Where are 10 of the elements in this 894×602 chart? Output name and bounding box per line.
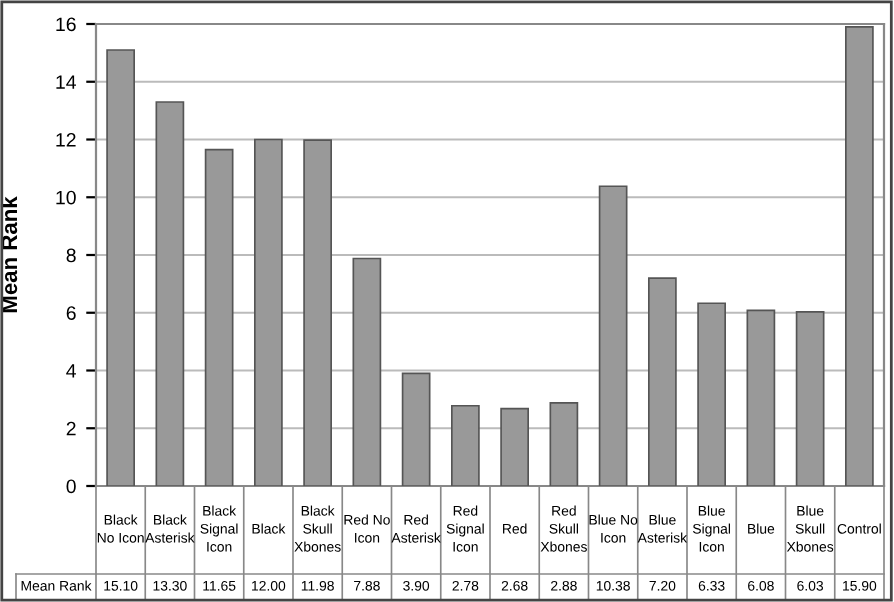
y-tick-label: 12 <box>56 132 76 147</box>
y-tick-label: 10 <box>56 190 76 205</box>
y-tick-label: 16 <box>56 17 76 32</box>
y-tick-label: 0 <box>66 479 76 494</box>
y-tick-label: 6 <box>66 306 76 320</box>
y-tick-label: 8 <box>66 248 76 263</box>
y-tick-label: 2 <box>66 421 76 436</box>
y-axis-title: Mean Rank <box>0 196 18 313</box>
y-tick-label: 14 <box>56 75 76 89</box>
y-tick-label: 4 <box>66 364 76 378</box>
